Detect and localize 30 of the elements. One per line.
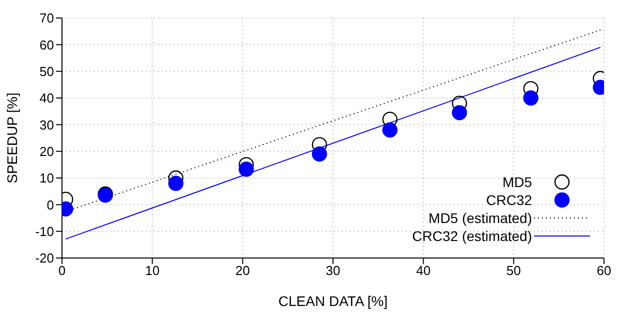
x-tick-label: 60 (596, 263, 612, 278)
y-tick-label: -20 (35, 250, 54, 266)
x-tick-label: 40 (416, 263, 431, 278)
y-tick-label: 20 (40, 144, 54, 159)
y-tick-label: 10 (40, 170, 54, 186)
y-tick-label: 50 (40, 64, 54, 79)
point (238, 162, 254, 177)
x-tick-label: 10 (145, 263, 160, 278)
legend-label: MD5 (estimated) (428, 210, 532, 226)
y-tick-label: 60 (40, 37, 54, 52)
point (168, 176, 184, 191)
y-tick-label: 30 (40, 117, 54, 132)
point (382, 122, 398, 138)
legend-label: CRC32 (estimated) (412, 228, 532, 244)
point (312, 146, 328, 162)
y-tick-label: 70 (40, 10, 54, 26)
y-axis-title: SPEEDUP [%] (4, 92, 20, 184)
x-axis-title: CLEAN DATA [%] (278, 293, 388, 309)
x-tick-label: 30 (326, 263, 340, 278)
y-tick-label: -10 (35, 224, 54, 239)
legend-label: CRC32 (486, 192, 532, 208)
point (523, 90, 538, 106)
y-tick-label: 0 (46, 197, 54, 212)
x-tick-label: 20 (235, 263, 250, 278)
y-tick-label: 40 (40, 90, 54, 106)
x-tick-label: 50 (506, 263, 521, 278)
legend-label: MD5 (502, 174, 532, 190)
point (452, 105, 468, 120)
x-tick-label: 0 (58, 263, 66, 278)
point (382, 112, 398, 127)
